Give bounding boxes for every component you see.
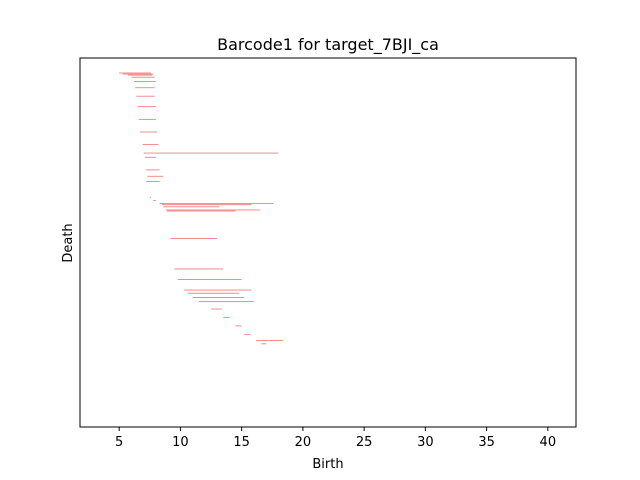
barcode-bar (119, 72, 152, 74)
barcode-bar (140, 131, 158, 133)
barcode-bar (166, 210, 236, 212)
barcode-bar (174, 268, 224, 270)
barcode-bar (162, 204, 252, 206)
x-tick-label: 40 (540, 435, 557, 450)
barcode-bar (177, 279, 242, 280)
barcode-bar (127, 74, 153, 76)
barcode-bar (211, 308, 223, 310)
x-tick-label: 25 (356, 435, 373, 450)
y-axis-title: Death (61, 223, 76, 262)
barcode-bar (163, 206, 220, 208)
barcode-bar (244, 333, 251, 335)
x-axis: 5 10 15 20 25 30 35 40 (115, 427, 556, 450)
barcode-bar (261, 343, 267, 345)
x-axis-title: Birth (312, 457, 343, 472)
barcode-bar (138, 118, 156, 120)
barcode-bar (223, 317, 230, 318)
x-tick-label: 5 (115, 435, 123, 450)
barcode-bar (256, 340, 284, 342)
x-tick-label: 10 (172, 435, 189, 450)
barcode-bar (184, 289, 252, 291)
barcode-bar (235, 325, 242, 327)
barcode-bar (133, 81, 156, 82)
chart-title: Barcode1 for target_7BJI_ca (217, 35, 439, 55)
barcode-bar (142, 144, 159, 146)
barcode-bar (146, 169, 160, 171)
barcode-bar (187, 292, 240, 294)
barcode-bar (137, 106, 156, 108)
barcode-bar (131, 76, 155, 78)
barcode-bar (143, 152, 279, 154)
barcode-bar (136, 95, 155, 97)
barcode-bar (192, 297, 245, 298)
barcode-bar (165, 209, 261, 211)
barcode-bar (147, 175, 164, 177)
barcode-bar (170, 238, 218, 239)
barcode-bar (159, 203, 274, 205)
barcode-bar (198, 301, 254, 303)
barcode-bar (149, 196, 152, 198)
bars-layer (119, 72, 284, 345)
barcode-bar (122, 73, 154, 75)
plot-frame (79, 57, 577, 428)
x-tick-label: 30 (417, 435, 434, 450)
x-tick-label: 15 (233, 435, 250, 450)
barcode-bar (146, 181, 160, 182)
x-tick-label: 35 (478, 435, 495, 450)
barcode-bar (144, 156, 156, 158)
barcode-bar (135, 87, 155, 89)
barcode-bar (153, 200, 156, 201)
x-tick-label: 20 (295, 435, 312, 450)
